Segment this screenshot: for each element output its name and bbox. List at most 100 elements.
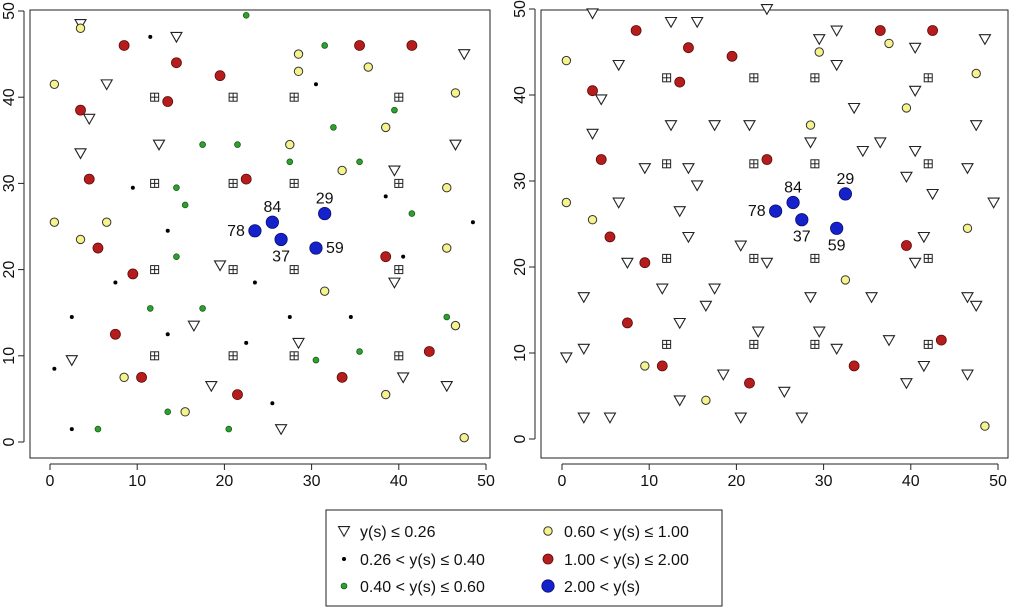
point-red-75 bbox=[630, 25, 642, 36]
point-red-87 bbox=[622, 317, 633, 329]
point-green-35 bbox=[242, 12, 250, 19]
point-triangle-31 bbox=[681, 231, 695, 244]
point-triangle-4 bbox=[830, 25, 844, 37]
grid-location-marker bbox=[394, 265, 404, 275]
grid-location-marker bbox=[228, 351, 238, 361]
grid-location-marker bbox=[394, 351, 404, 361]
point-label-37: 37 bbox=[272, 248, 290, 265]
point-triangle-6 bbox=[978, 34, 992, 46]
grid-location-marker bbox=[228, 265, 238, 275]
point-yellow-68 bbox=[561, 197, 572, 208]
point-triangle-9 bbox=[830, 59, 844, 72]
grid-location-marker bbox=[150, 92, 160, 102]
point-triangle-52 bbox=[917, 360, 931, 373]
point-red-84 bbox=[604, 231, 616, 243]
point-green-53 bbox=[164, 408, 172, 416]
point-triangle-33 bbox=[734, 240, 748, 252]
point-green-45 bbox=[181, 201, 189, 209]
point-red-82 bbox=[75, 104, 86, 116]
point-triangle-17 bbox=[586, 128, 599, 141]
point-dot-19 bbox=[313, 82, 318, 87]
y-tick-label: 20 bbox=[512, 258, 529, 276]
legend-box bbox=[325, 509, 723, 607]
point-yellow-64 bbox=[814, 47, 824, 57]
y-tick-label: 30 bbox=[512, 172, 529, 190]
point-dot-30 bbox=[165, 332, 170, 337]
point-red-90 bbox=[136, 371, 147, 383]
point-dot-28 bbox=[287, 315, 292, 320]
point-yellow-67 bbox=[805, 120, 816, 130]
point-red-80 bbox=[214, 70, 226, 82]
point-triangle-25 bbox=[899, 171, 913, 184]
x-tick-label: 20 bbox=[728, 473, 746, 490]
point-yellow-72 bbox=[119, 372, 129, 383]
point-yellow-57 bbox=[293, 49, 304, 59]
point-red-80 bbox=[674, 76, 686, 88]
point-triangle-0 bbox=[586, 8, 599, 20]
point-triangle-29 bbox=[987, 197, 1001, 209]
point-red-89 bbox=[423, 346, 435, 357]
grid-location-marker bbox=[289, 351, 299, 361]
point-label-78: 78 bbox=[227, 223, 245, 240]
grid-location-marker bbox=[810, 159, 820, 169]
point-yellow-71 bbox=[840, 275, 851, 285]
point-yellow-64 bbox=[337, 165, 347, 176]
x-tick-label: 50 bbox=[477, 473, 495, 490]
point-triangle-1 bbox=[169, 31, 183, 44]
point-label-59: 59 bbox=[326, 240, 344, 257]
point-green-54 bbox=[94, 425, 102, 433]
point-red-90 bbox=[848, 360, 860, 372]
point-red-86 bbox=[639, 257, 651, 269]
point-dot-18 bbox=[148, 34, 153, 39]
point-label-78: 78 bbox=[748, 203, 766, 220]
point-dot-32 bbox=[52, 366, 57, 371]
point-yellow-66 bbox=[49, 217, 60, 227]
point-triangle-5 bbox=[74, 148, 87, 160]
point-triangle-20 bbox=[856, 145, 870, 158]
point-red-89 bbox=[656, 360, 668, 372]
grid-location-marker bbox=[228, 178, 238, 188]
legend-label-3: 0.60 < y(s) ≤ 1.00 bbox=[564, 524, 689, 541]
point-triangle-13 bbox=[664, 120, 678, 132]
grid-location-marker bbox=[150, 178, 160, 188]
point-green-52 bbox=[312, 356, 320, 364]
x-tick-label: 40 bbox=[902, 473, 920, 490]
x-tick-label: 20 bbox=[216, 473, 234, 490]
grid-location-marker bbox=[662, 73, 672, 83]
point-blue-h78 bbox=[248, 224, 262, 238]
point-triangle-44 bbox=[969, 300, 983, 313]
point-red-78 bbox=[406, 40, 418, 51]
point-triangle-3 bbox=[690, 16, 704, 29]
grid-location-marker bbox=[662, 339, 672, 349]
point-triangle-19 bbox=[873, 137, 887, 149]
plot-frame bbox=[29, 9, 491, 459]
point-triangle-15 bbox=[743, 120, 756, 132]
x-tick-label: 30 bbox=[303, 473, 321, 490]
point-dot-34 bbox=[69, 427, 74, 432]
point-triangle-55 bbox=[899, 378, 913, 390]
point-triangle-45 bbox=[673, 317, 687, 330]
point-yellow-61 bbox=[450, 88, 461, 98]
grid-location-marker bbox=[662, 253, 672, 263]
point-triangle-7 bbox=[908, 42, 922, 55]
point-yellow-70 bbox=[962, 223, 973, 234]
y-tick-label: 10 bbox=[1, 347, 18, 365]
point-dot-31 bbox=[244, 340, 249, 345]
grid-location-marker bbox=[749, 73, 759, 83]
legend-label-0: y(s) ≤ 0.26 bbox=[360, 524, 436, 541]
point-dot-27 bbox=[69, 315, 74, 320]
point-label-59: 59 bbox=[828, 237, 846, 254]
point-triangle-10 bbox=[908, 85, 922, 98]
point-red-91 bbox=[336, 371, 348, 383]
point-triangle-61 bbox=[795, 412, 809, 424]
grid-location-marker bbox=[810, 253, 820, 263]
grid-location-marker bbox=[289, 265, 299, 275]
point-triangle-13 bbox=[65, 355, 79, 367]
point-triangle-10 bbox=[387, 277, 401, 289]
point-triangle-23 bbox=[681, 163, 695, 175]
point-red-81 bbox=[162, 96, 174, 107]
point-red-84 bbox=[240, 173, 252, 185]
grid-location-marker bbox=[749, 159, 759, 169]
point-dot-29 bbox=[348, 315, 353, 320]
point-green-39 bbox=[199, 141, 206, 148]
